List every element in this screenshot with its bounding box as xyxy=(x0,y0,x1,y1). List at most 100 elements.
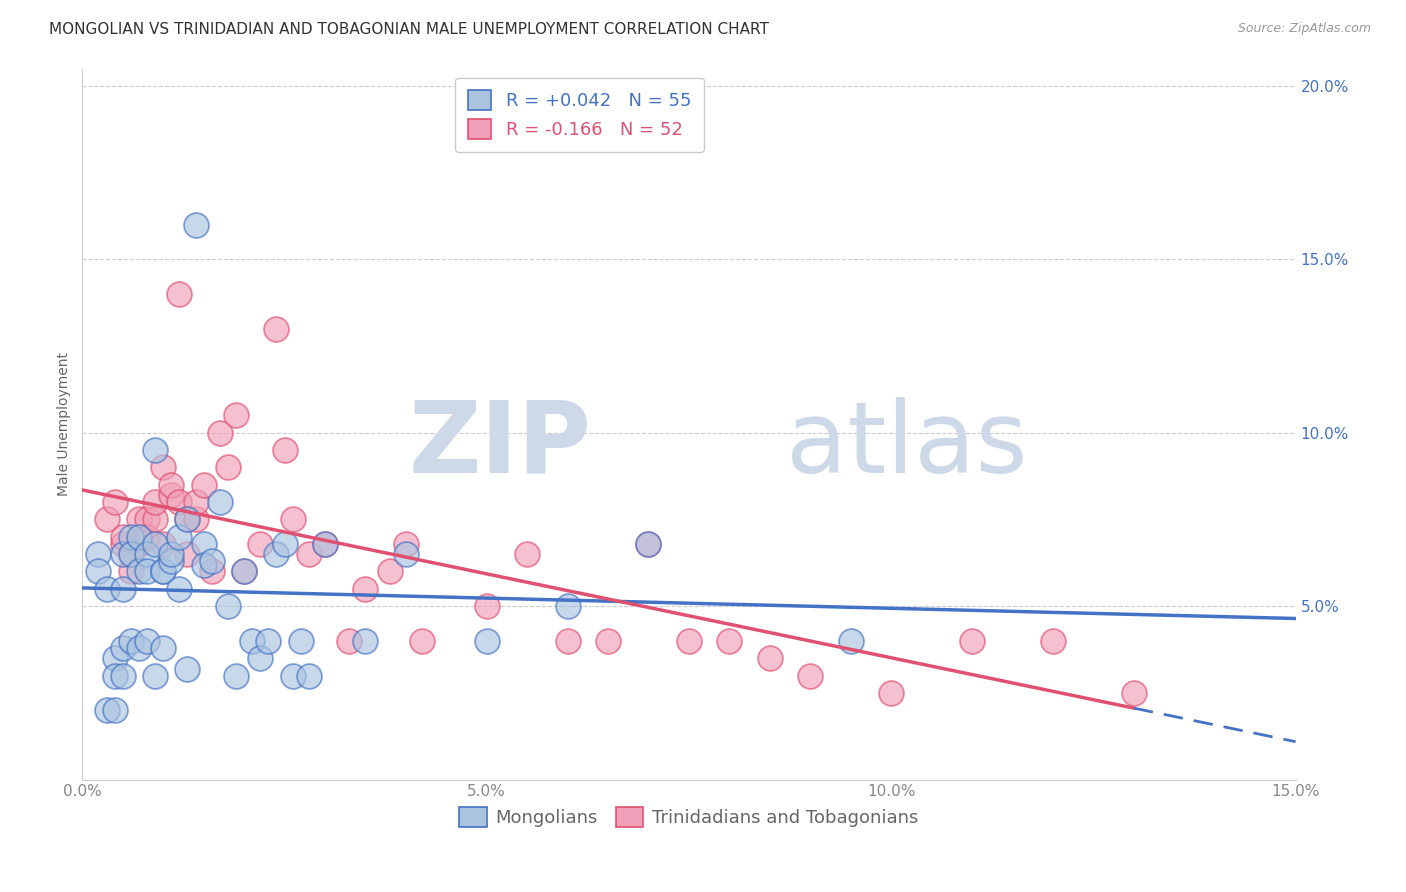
Point xyxy=(960,633,983,648)
Point xyxy=(193,477,215,491)
Point xyxy=(596,633,619,648)
Point xyxy=(249,651,271,665)
Point xyxy=(160,488,183,502)
Point xyxy=(111,530,134,544)
Point xyxy=(557,599,579,614)
Point xyxy=(354,582,377,596)
Point xyxy=(169,582,191,596)
Point xyxy=(104,703,127,717)
Point xyxy=(143,668,166,682)
Point xyxy=(120,530,142,544)
Y-axis label: Male Unemployment: Male Unemployment xyxy=(58,352,72,496)
Point xyxy=(128,512,150,526)
Point xyxy=(217,599,239,614)
Point xyxy=(257,633,280,648)
Point xyxy=(201,565,224,579)
Point xyxy=(217,460,239,475)
Point xyxy=(111,537,134,551)
Point xyxy=(298,547,321,561)
Point xyxy=(193,537,215,551)
Point xyxy=(152,565,174,579)
Point xyxy=(176,662,198,676)
Point xyxy=(411,633,433,648)
Point xyxy=(516,547,538,561)
Point xyxy=(193,558,215,572)
Point xyxy=(111,582,134,596)
Point xyxy=(225,668,247,682)
Point xyxy=(298,668,321,682)
Point xyxy=(160,547,183,561)
Point xyxy=(128,640,150,655)
Point xyxy=(160,554,183,568)
Point xyxy=(880,686,903,700)
Point xyxy=(378,565,401,579)
Point xyxy=(225,409,247,423)
Point xyxy=(637,537,659,551)
Point xyxy=(169,287,191,301)
Point xyxy=(208,495,231,509)
Point xyxy=(136,512,159,526)
Point xyxy=(233,565,256,579)
Point xyxy=(111,640,134,655)
Point xyxy=(136,530,159,544)
Point xyxy=(169,530,191,544)
Point xyxy=(314,537,336,551)
Point xyxy=(281,512,304,526)
Point xyxy=(87,547,110,561)
Point xyxy=(266,547,288,561)
Point xyxy=(184,495,207,509)
Point xyxy=(273,537,295,551)
Point xyxy=(184,218,207,232)
Point xyxy=(249,537,271,551)
Point xyxy=(395,547,418,561)
Point xyxy=(120,633,142,648)
Point xyxy=(152,640,174,655)
Point xyxy=(290,633,312,648)
Point xyxy=(1122,686,1144,700)
Point xyxy=(143,537,166,551)
Point xyxy=(128,565,150,579)
Point xyxy=(96,512,118,526)
Point xyxy=(176,512,198,526)
Point xyxy=(354,633,377,648)
Text: ZIP: ZIP xyxy=(409,397,592,494)
Point xyxy=(104,495,127,509)
Point xyxy=(152,460,174,475)
Point xyxy=(143,512,166,526)
Point xyxy=(111,547,134,561)
Point xyxy=(176,547,198,561)
Text: MONGOLIAN VS TRINIDADIAN AND TOBAGONIAN MALE UNEMPLOYMENT CORRELATION CHART: MONGOLIAN VS TRINIDADIAN AND TOBAGONIAN … xyxy=(49,22,769,37)
Point xyxy=(143,443,166,458)
Point xyxy=(266,321,288,335)
Point xyxy=(136,565,159,579)
Point xyxy=(152,565,174,579)
Point xyxy=(87,565,110,579)
Point xyxy=(281,668,304,682)
Legend: Mongolians, Trinidadians and Tobagonians: Mongolians, Trinidadians and Tobagonians xyxy=(453,800,925,835)
Point xyxy=(128,530,150,544)
Point xyxy=(136,633,159,648)
Point xyxy=(718,633,741,648)
Point xyxy=(799,668,821,682)
Point xyxy=(96,582,118,596)
Point xyxy=(337,633,360,648)
Point xyxy=(637,537,659,551)
Point xyxy=(273,443,295,458)
Point xyxy=(104,668,127,682)
Point xyxy=(120,547,142,561)
Point xyxy=(1042,633,1064,648)
Point xyxy=(201,554,224,568)
Point xyxy=(128,537,150,551)
Point xyxy=(104,651,127,665)
Point xyxy=(208,425,231,440)
Point xyxy=(314,537,336,551)
Point xyxy=(96,703,118,717)
Point xyxy=(475,633,498,648)
Point xyxy=(475,599,498,614)
Point xyxy=(111,668,134,682)
Point xyxy=(839,633,862,648)
Point xyxy=(678,633,700,648)
Point xyxy=(120,547,142,561)
Point xyxy=(233,565,256,579)
Point xyxy=(152,537,174,551)
